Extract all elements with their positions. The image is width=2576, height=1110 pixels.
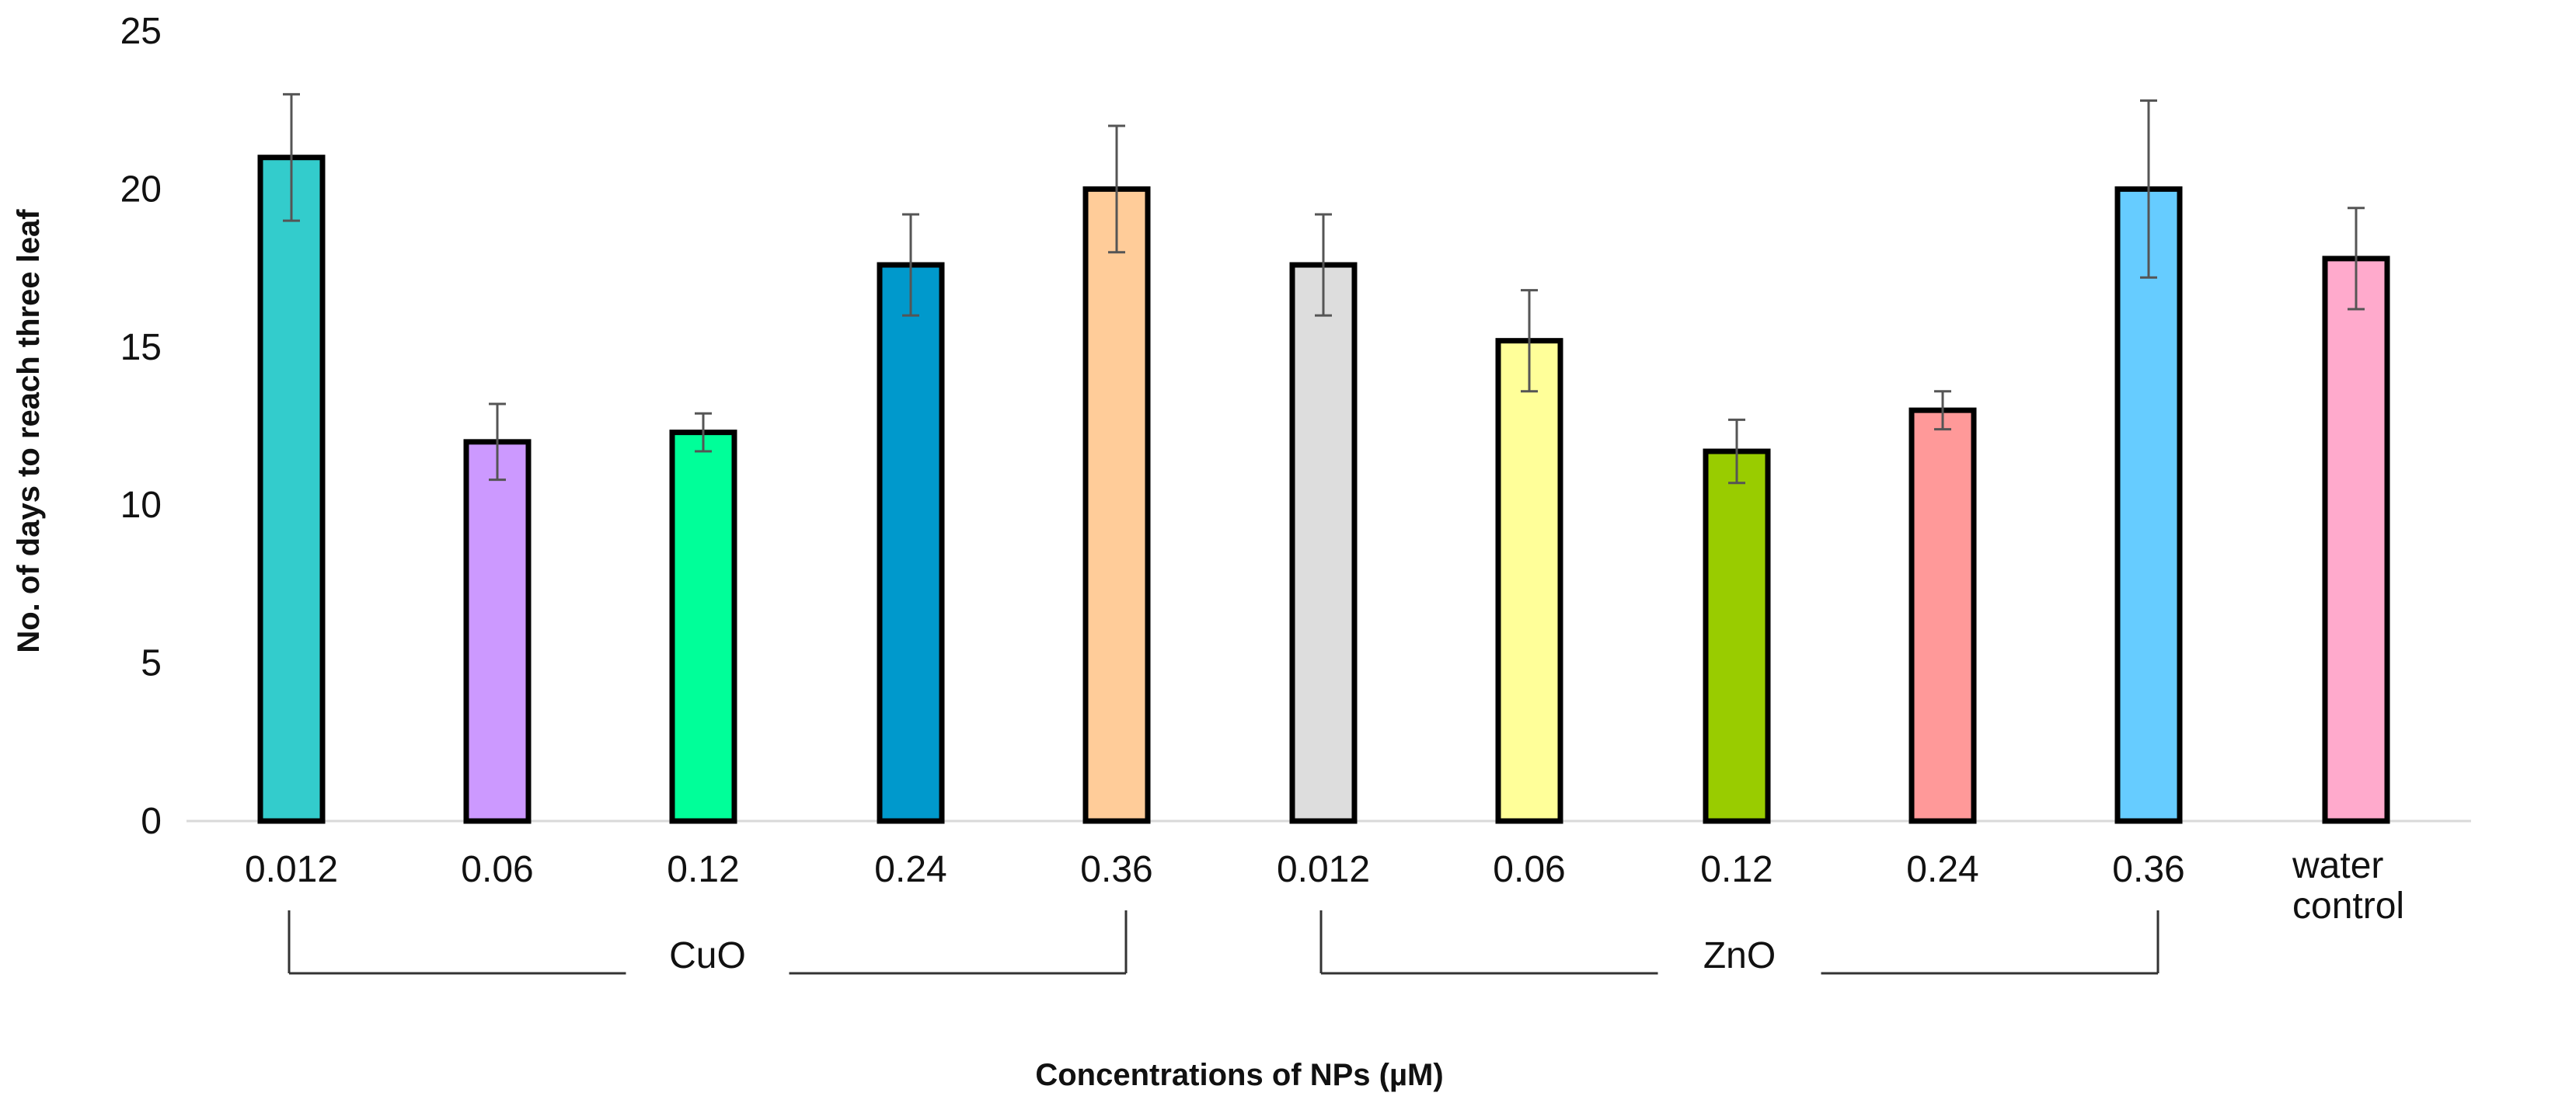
x-tick-label: 0.06 (1493, 849, 1565, 890)
bars (257, 155, 2390, 824)
bar (1495, 338, 1563, 824)
error-bar (1108, 124, 1125, 254)
x-tick-label: 0.36 (2112, 849, 2184, 890)
error-bar (902, 213, 919, 317)
group-brackets: CuO ZnO (288, 910, 2159, 976)
error-bars (283, 92, 2365, 485)
bar (257, 155, 326, 824)
group-bracket: CuO (288, 910, 1128, 976)
x-tick-label: 0.24 (1906, 849, 1978, 890)
error-bar (1521, 289, 1538, 393)
error-bar (283, 92, 300, 222)
error-bar (2140, 99, 2157, 279)
error-bar (1934, 390, 1951, 431)
error-bar (1315, 213, 1332, 317)
bar (2114, 186, 2183, 824)
bar (1082, 186, 1151, 824)
error-bar (2348, 207, 2365, 311)
y-axis-ticks: 0 5 10 15 20 25 (120, 11, 162, 842)
bar (1908, 407, 1977, 824)
y-tick-label: 15 (120, 327, 162, 368)
bar (1289, 262, 1358, 824)
error-bar (1728, 418, 1745, 485)
group-label: ZnO (1703, 935, 1776, 976)
bar (877, 262, 945, 824)
group-bracket: ZnO (1319, 910, 2159, 976)
y-axis-title: No. of days to reach three leaf (12, 209, 46, 653)
x-tick-label: 0.06 (461, 849, 533, 890)
x-tick-label: 0.012 (1277, 849, 1370, 890)
group-label: CuO (669, 935, 746, 976)
x-tick-label: water control (2292, 845, 2404, 927)
error-bar (695, 412, 712, 453)
error-bar (489, 402, 506, 482)
y-tick-label: 20 (120, 169, 162, 210)
bar (1703, 448, 1771, 824)
y-tick-label: 0 (141, 801, 162, 842)
bar (669, 430, 737, 824)
x-tick-label: 0.12 (667, 849, 739, 890)
x-tick-label: 0.012 (245, 849, 338, 890)
x-tick-label: 0.12 (1700, 849, 1773, 890)
bar (2322, 256, 2390, 824)
y-tick-label: 10 (120, 485, 162, 526)
x-axis-title: Concentrations of NPs (µM) (1035, 1058, 1443, 1092)
x-tick-label: 0.24 (874, 849, 946, 890)
y-tick-label: 25 (120, 11, 162, 52)
x-tick-label: 0.36 (1080, 849, 1152, 890)
y-tick-label: 5 (141, 643, 162, 684)
x-axis-ticks: 0.012 0.06 0.12 0.24 0.36 0.012 0.06 0.12 0.24 0.… (245, 845, 2404, 927)
bar (463, 439, 532, 824)
